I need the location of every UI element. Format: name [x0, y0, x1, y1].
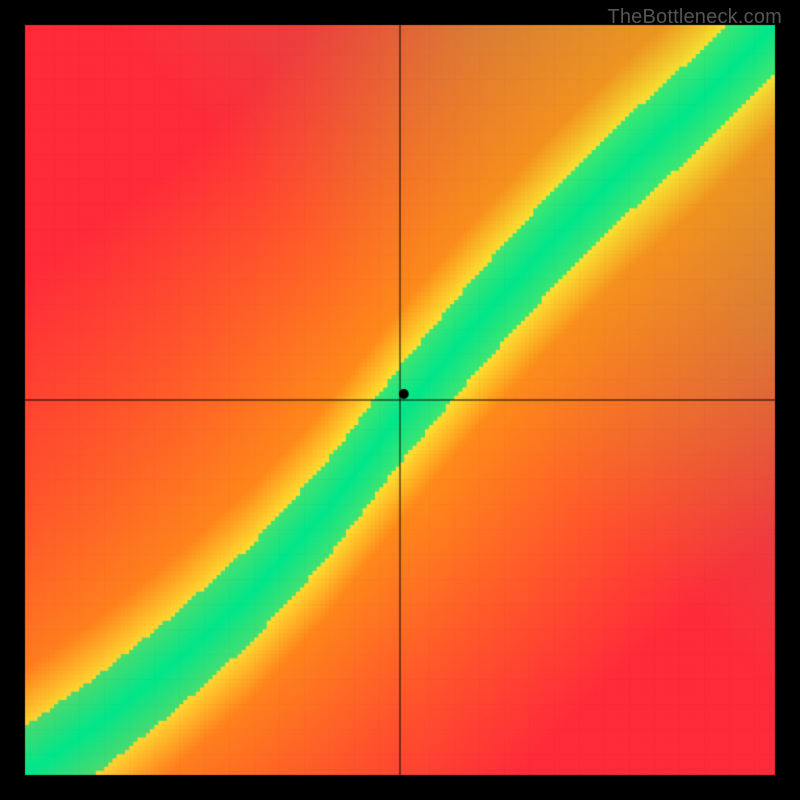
heatmap-canvas [0, 0, 800, 800]
bottleneck-heatmap-container: TheBottleneck.com [0, 0, 800, 800]
watermark-text: TheBottleneck.com [607, 6, 782, 29]
